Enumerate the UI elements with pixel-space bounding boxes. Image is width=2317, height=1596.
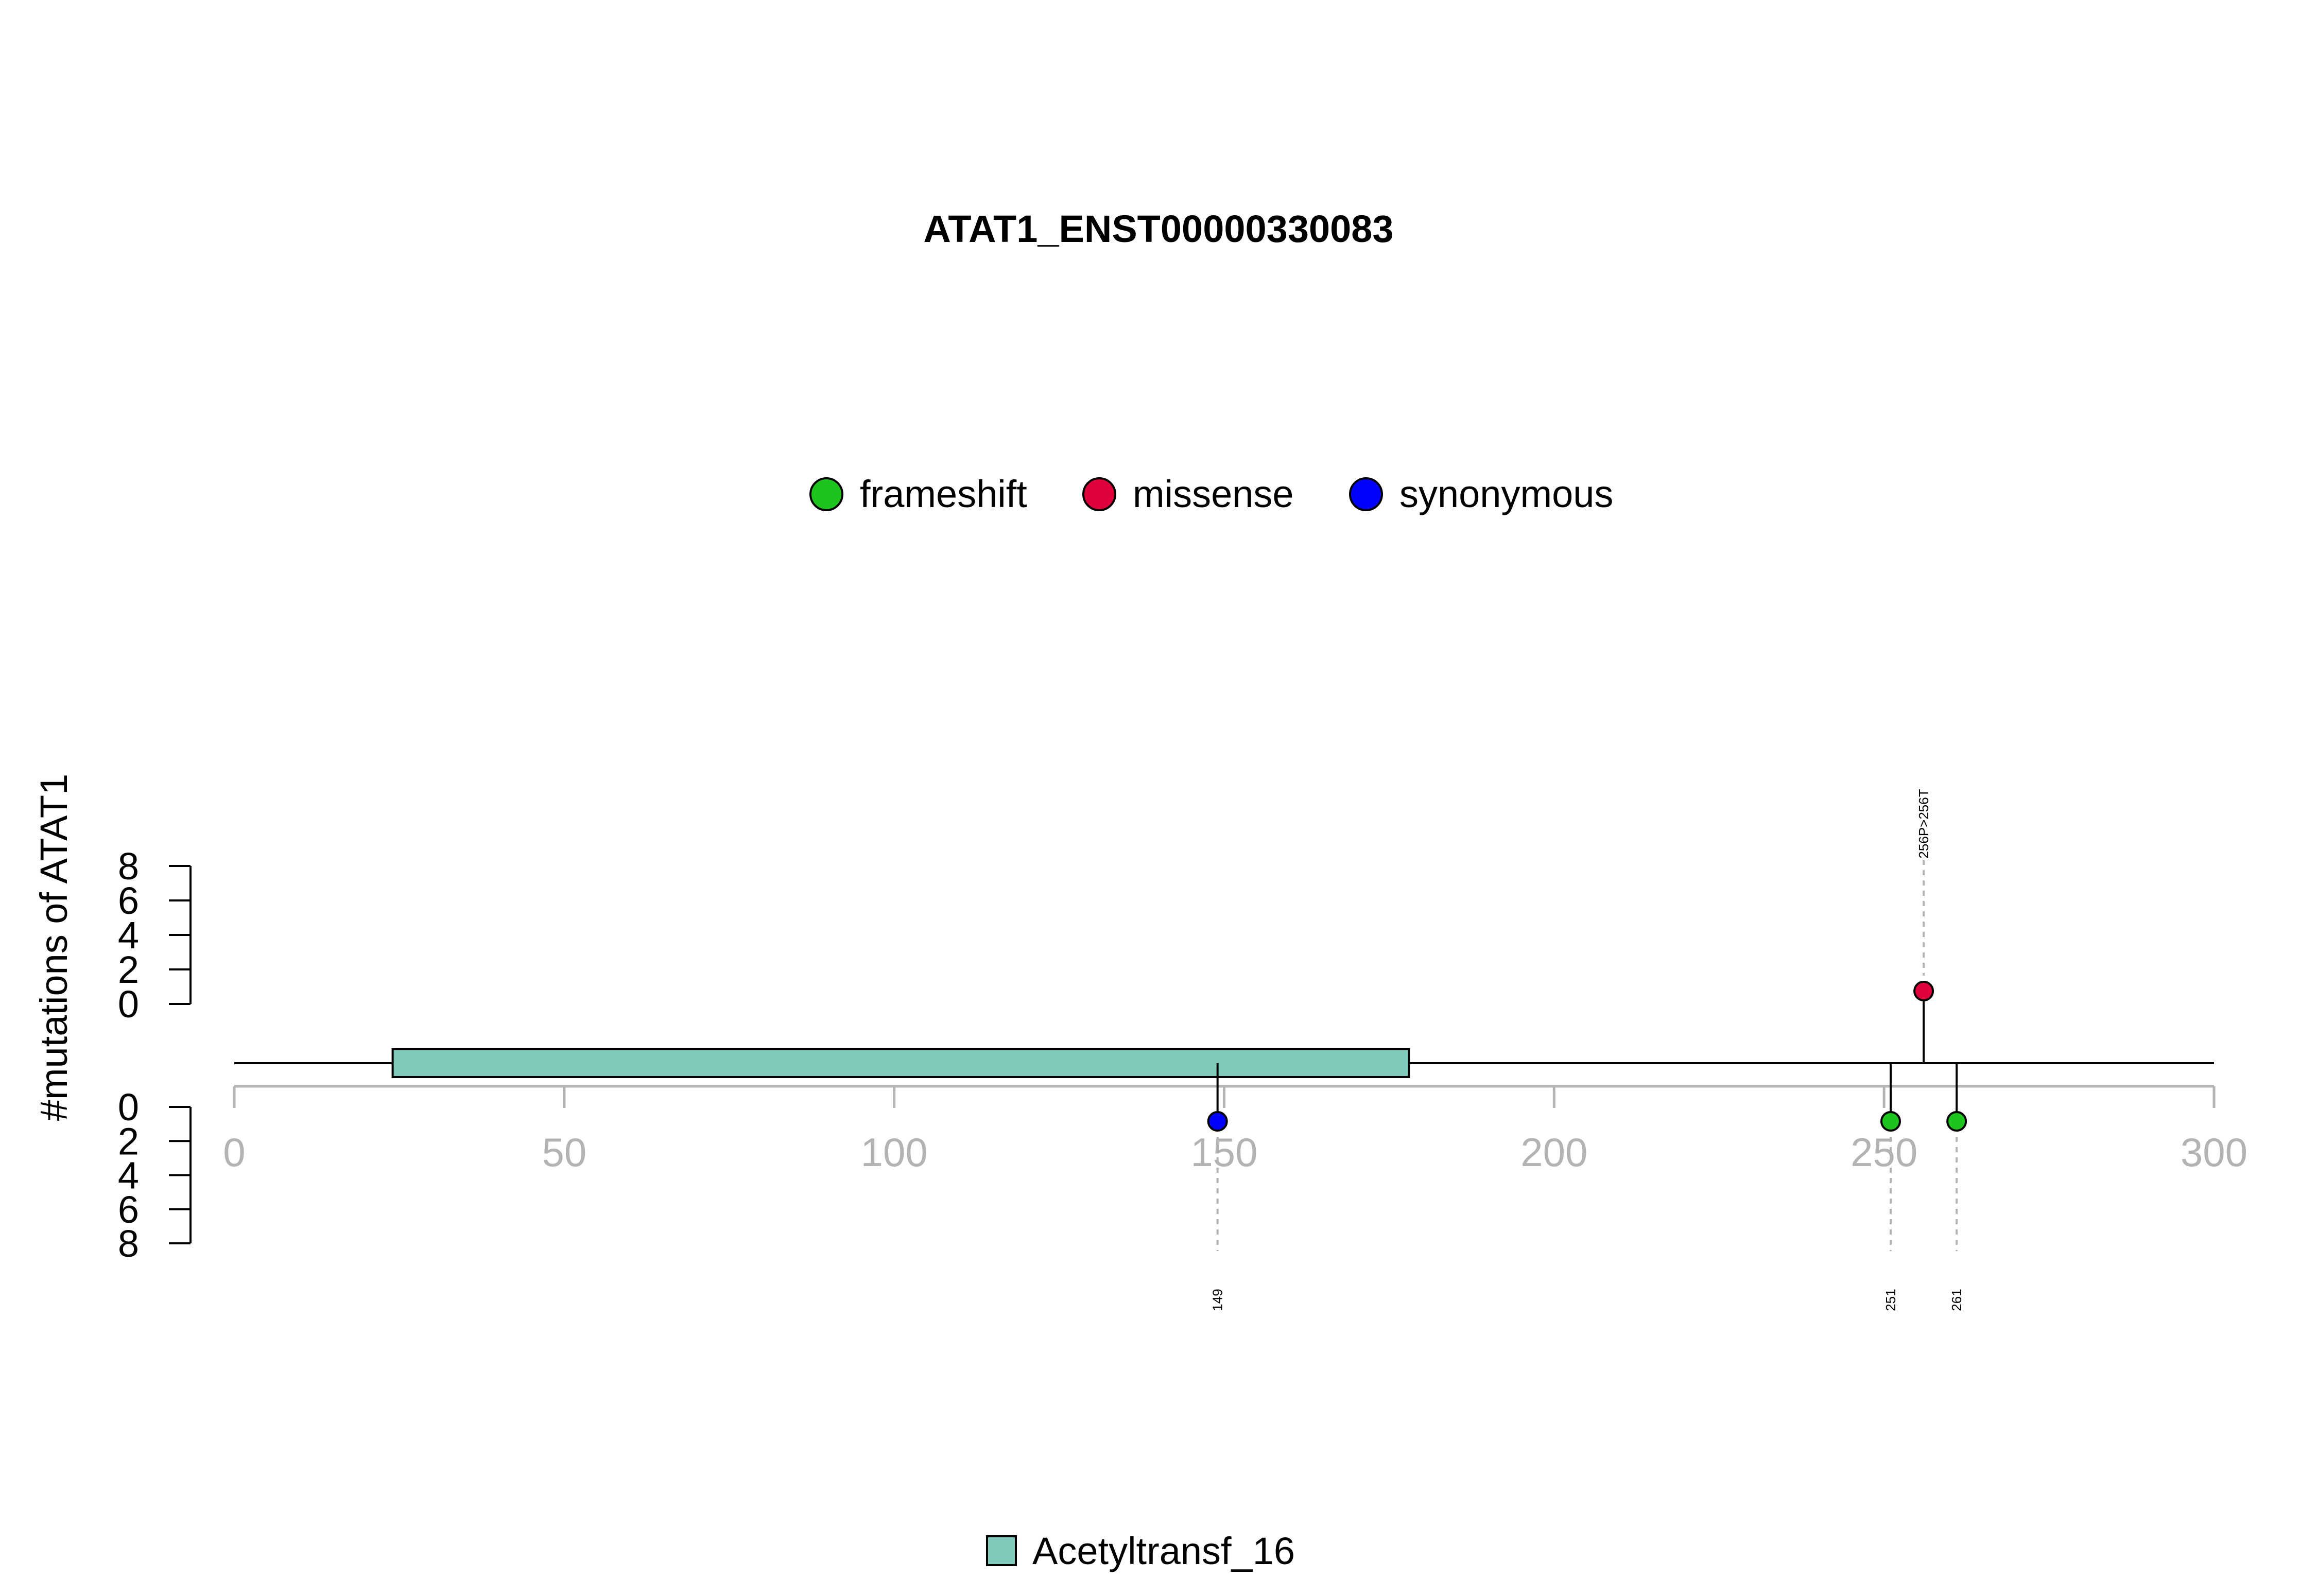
legend-marker-synonymous	[1349, 477, 1383, 511]
x-tick-label: 0	[223, 1130, 245, 1175]
domain-legend-label: Acetyltransf_16	[1032, 1530, 1295, 1572]
lollipop-head-frameshift	[1946, 1111, 1967, 1132]
y-tick-label-top: 6	[118, 879, 139, 922]
mutation-lollipops: 256P>256T 149 251 261	[1207, 789, 1967, 1311]
x-tick-label: 250	[1851, 1130, 1917, 1175]
domain-legend: Acetyltransf_16	[986, 1530, 1295, 1572]
y-tick-label-top: 8	[118, 845, 139, 888]
x-tick-label: 50	[542, 1130, 586, 1175]
mutation-label: 149	[1210, 1289, 1225, 1311]
lollipop-head-synonymous	[1207, 1111, 1228, 1132]
lollipop-head-missense	[1913, 981, 1934, 1001]
y-tick-label-top: 2	[118, 948, 139, 991]
protein-backbone	[234, 1048, 2214, 1078]
legend-marker-frameshift	[809, 477, 843, 511]
x-tick-label: 100	[861, 1130, 928, 1175]
y-axis-label: #mutations of ATAT1	[32, 774, 75, 1121]
legend-label-missense: missense	[1133, 473, 1294, 515]
mutation-label: 256P>256T	[1916, 789, 1931, 858]
x-tick-label: 300	[2181, 1130, 2247, 1175]
y-tick-label-top: 4	[118, 914, 139, 957]
y-tick-label-bottom: 8	[118, 1222, 139, 1265]
legend-marker-missense	[1082, 477, 1116, 511]
domain-Acetyltransf_16	[391, 1048, 1410, 1078]
mutation-type-legend: frameshift missense synonymous	[809, 473, 1613, 515]
domain-legend-swatch	[986, 1535, 1017, 1566]
mutation-label: 261	[1949, 1289, 1964, 1311]
lollipop-head-frameshift	[1880, 1111, 1901, 1132]
y-tick-label-bottom: 2	[118, 1120, 139, 1163]
mutation-label: 251	[1883, 1289, 1898, 1311]
chart-title: ATAT1_ENST00000330083	[923, 207, 1393, 250]
y-tick-label-top: 0	[118, 983, 139, 1026]
x-tick-label: 150	[1190, 1130, 1257, 1175]
x-axis: 0 50 100 150 200 250 300	[223, 1085, 2247, 1175]
y-tick-label-bottom: 4	[118, 1154, 139, 1197]
legend-label-frameshift: frameshift	[860, 473, 1027, 515]
y-tick-label-bottom: 0	[118, 1086, 139, 1129]
legend-label-synonymous: synonymous	[1399, 473, 1613, 515]
y-tick-label-bottom: 6	[118, 1188, 139, 1231]
x-tick-label: 200	[1520, 1130, 1587, 1175]
